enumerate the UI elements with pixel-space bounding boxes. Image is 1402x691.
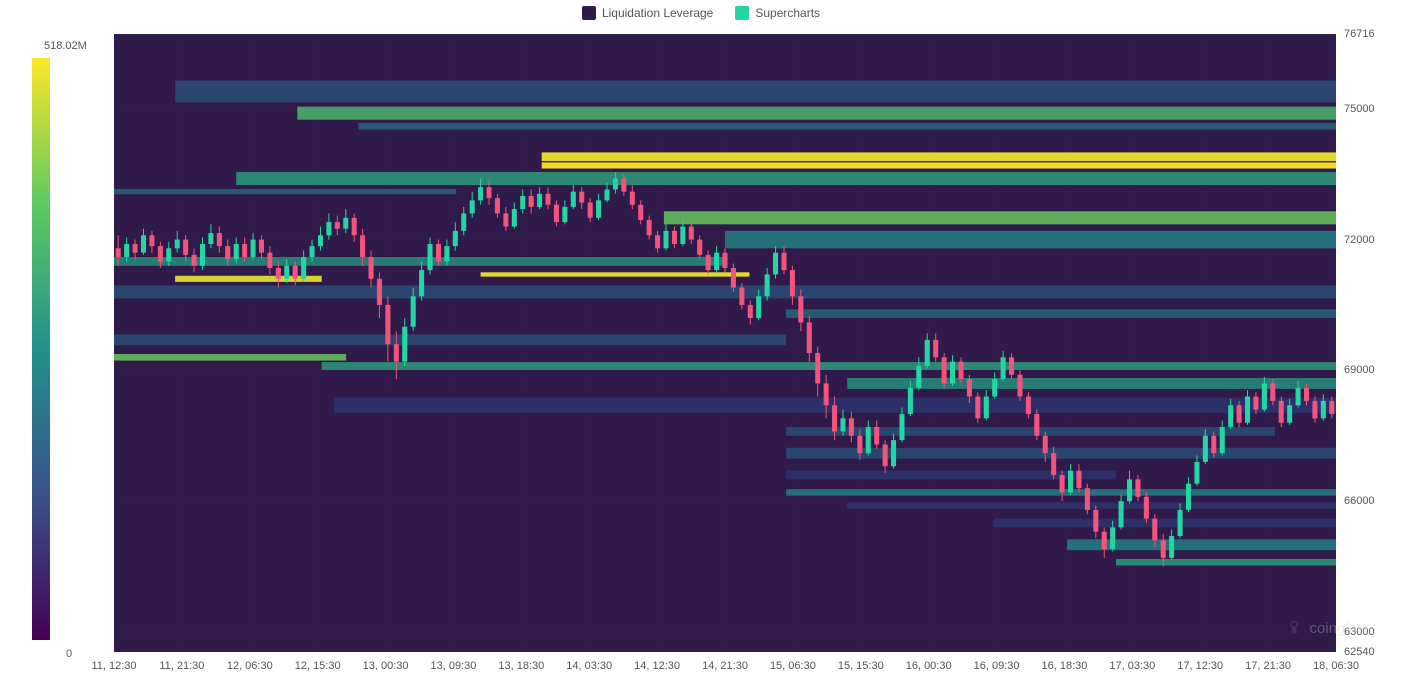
y-tick-label: 72000 [1344,234,1375,246]
plot-area[interactable] [114,34,1336,652]
colorbar: 518.02M 0 [26,34,86,654]
y-tick-label: 69000 [1344,364,1375,376]
y-axis: 76716750007200069000660006300062540 [1340,34,1400,652]
x-tick-label: 14, 21:30 [702,660,748,672]
x-tick-label: 13, 18:30 [498,660,544,672]
x-tick-label: 16, 00:30 [906,660,952,672]
x-tick-label: 15, 06:30 [770,660,816,672]
x-tick-label: 14, 03:30 [566,660,612,672]
legend-swatch-liquidation [582,6,596,20]
legend-swatch-supercharts [735,6,749,20]
y-tick-label: 66000 [1344,495,1375,507]
x-tick-label: 11, 21:30 [159,660,204,672]
x-tick-label: 16, 09:30 [974,660,1020,672]
legend-item-liquidation[interactable]: Liquidation Leverage [582,6,713,20]
x-tick-label: 11, 12:30 [91,660,136,672]
x-tick-label: 13, 00:30 [363,660,409,672]
colorbar-max-label: 518.02M [44,40,87,52]
x-tick-label: 16, 18:30 [1042,660,1088,672]
colorbar-min-label: 0 [66,648,72,660]
legend-item-supercharts[interactable]: Supercharts [735,6,820,20]
y-tick-label: 76716 [1344,28,1375,40]
x-tick-label: 12, 15:30 [295,660,341,672]
legend-label: Supercharts [755,6,820,20]
colorbar-gradient [32,58,50,640]
chart-container: Liquidation Leverage Supercharts 518.02M… [0,0,1402,691]
x-tick-label: 13, 09:30 [431,660,477,672]
x-tick-label: 15, 15:30 [838,660,884,672]
x-tick-label: 17, 03:30 [1109,660,1155,672]
legend-label: Liquidation Leverage [602,6,713,20]
coinglass-icon [1285,619,1303,637]
watermark: coinglass [1285,619,1372,637]
x-tick-label: 17, 12:30 [1177,660,1223,672]
x-tick-label: 12, 06:30 [227,660,273,672]
watermark-text: coinglass [1309,620,1372,637]
legend: Liquidation Leverage Supercharts [0,6,1402,20]
x-tick-label: 14, 12:30 [634,660,680,672]
x-axis: 11, 12:3011, 21:3012, 06:3012, 15:3013, … [114,656,1336,686]
x-tick-label: 18, 06:30 [1313,660,1359,672]
x-tick-label: 17, 21:30 [1245,660,1291,672]
y-tick-label: 62540 [1344,646,1375,658]
y-tick-label: 75000 [1344,103,1375,115]
